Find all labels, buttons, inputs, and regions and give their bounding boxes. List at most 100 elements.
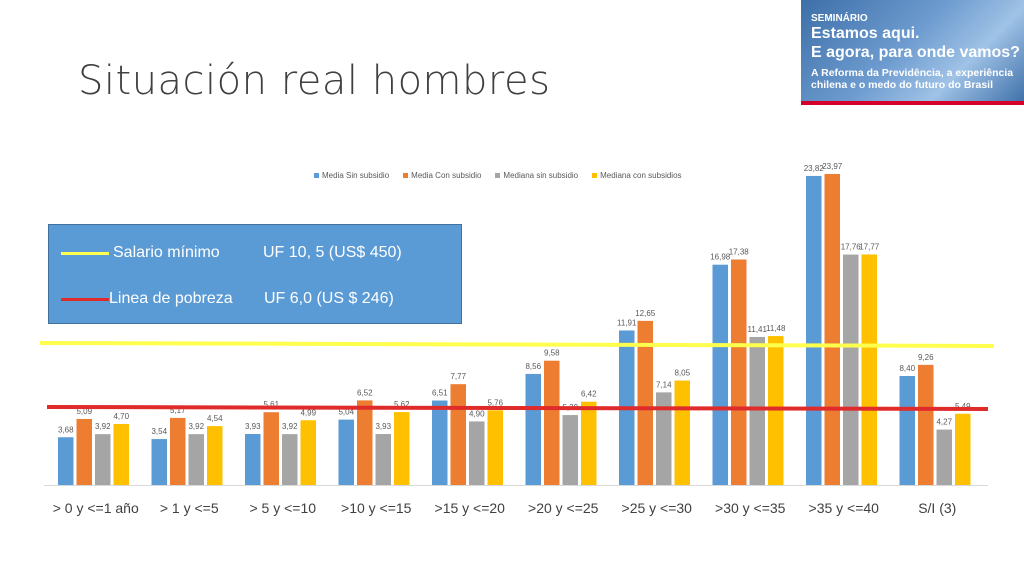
data-label-1-2: 3,54 [151,427,167,436]
bar-4-5 [487,410,503,485]
data-label-4-7: 8,05 [674,369,690,378]
legend-item-3: Mediana sin subsidio [495,171,578,180]
bar-3-2 [188,434,204,485]
x-tick-label-4: >10 y <=15 [341,500,412,516]
bar-3-7 [656,392,672,485]
data-label-3-2: 3,92 [188,422,204,431]
data-label-1-3: 3,93 [245,422,261,431]
legend-item-4: Mediana con subsidios [592,171,682,180]
bar-1-9 [806,175,822,486]
bar-1-8 [712,264,728,485]
x-tick-label-2: > 1 y <=5 [160,500,219,516]
banner-accent-bar [801,101,1024,105]
legend-label-4: Mediana con subsidios [600,171,682,180]
bar-3-8 [749,336,765,485]
legend-swatch-2 [403,173,409,179]
data-label-4-1: 4,70 [113,412,129,421]
legend-swatch-3 [495,173,501,179]
bar-2-10 [918,364,934,485]
banner-label: SEMINÁRIO [811,13,868,24]
bar-1-2 [151,439,167,485]
data-label-1-9: 23,82 [804,164,825,173]
data-label-3-5: 4,90 [469,409,485,418]
data-label-3-8: 11,41 [748,325,768,334]
bar-1-3 [245,434,261,485]
x-tick-label-10: S/I (3) [918,500,956,516]
bar-4-9 [861,254,877,485]
banner-headline-1: Estamos aqui. [811,25,920,42]
bar-2-3 [263,412,279,485]
bar-2-5 [450,384,466,485]
bar-4-4 [394,412,410,485]
data-label-4-5: 5,76 [487,398,503,407]
minimum-wage-line [39,341,995,348]
reference-row-poverty-line: Linea de pobreza UF 6,0 (US $ 246) [49,287,463,311]
data-label-2-3: 5,61 [263,400,279,409]
data-label-1-8: 16,98 [710,253,731,262]
legend-swatch-4 [592,173,598,179]
bar-4-3 [300,420,316,485]
data-label-2-6: 9,58 [544,349,560,358]
minimum-wage-label: Salario mínimo [113,244,220,261]
minimum-wage-value: UF 10, 5 (US$ 450) [263,244,402,261]
data-label-4-10: 5,49 [955,402,971,411]
data-label-2-2: 5,17 [170,406,186,415]
minimum-wage-swatch [61,252,109,255]
bar-4-10 [955,413,971,485]
poverty-line [46,405,989,411]
legend-item-1: Media Sin subsidio [314,171,389,180]
data-label-3-4: 3,93 [375,422,391,431]
banner-subtitle: A Reforma da Previdência, a experiência … [811,67,1014,91]
data-label-1-4: 5,04 [338,408,354,417]
bar-2-7 [637,320,653,485]
bar-1-6 [525,373,541,485]
bar-3-4 [375,434,391,485]
bar-4-1 [113,424,129,485]
data-label-3-3: 3,92 [282,422,298,431]
data-label-3-9: 17,76 [841,243,862,252]
x-tick-label-5: >15 y <=20 [435,500,506,516]
page-title: Situación real hombres [78,58,551,104]
data-label-2-8: 17,38 [729,248,750,257]
bar-2-2 [170,417,186,485]
poverty-line-value: UF 6,0 (US $ 246) [264,290,394,307]
bar-3-5 [469,421,485,485]
x-tick-label-6: >20 y <=25 [528,500,599,516]
bar-4-2 [207,426,223,485]
bar-1-4 [338,419,354,485]
bar-1-5 [432,400,448,485]
data-label-3-1: 3,92 [95,422,111,431]
bar-2-8 [731,259,747,485]
bar-3-10 [936,429,952,485]
bar-1-1 [58,437,74,485]
legend-swatch-1 [314,173,319,179]
data-label-2-5: 7,77 [450,372,466,381]
bar-3-3 [282,434,298,485]
x-tick-label-3: > 5 y <=10 [249,500,316,516]
x-tick-label-1: > 0 y <=1 año [53,500,139,516]
data-label-2-10: 9,26 [918,353,934,362]
data-label-2-7: 12,65 [635,309,656,318]
data-label-2-1: 5,09 [76,407,92,416]
legend-label-1: Media Sin subsidio [322,171,390,180]
data-label-2-4: 6,52 [357,388,373,397]
data-label-1-5: 6,51 [432,389,448,398]
bar-2-6 [544,360,560,485]
data-label-4-3: 4,99 [300,408,316,417]
reference-row-minimum-wage: Salario mínimo UF 10, 5 (US$ 450) [49,241,463,265]
data-label-4-6: 6,42 [581,390,597,399]
bar-2-9 [824,174,840,485]
x-tick-label-7: >25 y <=30 [622,500,693,516]
data-label-4-8: 11,48 [766,324,786,333]
bar-2-1 [76,418,92,485]
data-label-3-10: 4,27 [936,418,952,427]
banner-headline-2: E agora, para onde vamos? [811,44,1020,61]
data-label-4-4: 5,62 [394,400,410,409]
data-label-4-2: 4,54 [207,414,223,423]
bar-3-6 [562,415,578,485]
bar-4-7 [674,380,690,485]
data-label-3-7: 7,14 [656,380,672,389]
reference-lines-box: Salario mínimo UF 10, 5 (US$ 450) Linea … [48,224,462,324]
seminar-banner: SEMINÁRIO Estamos aqui. E agora, para on… [801,0,1024,105]
